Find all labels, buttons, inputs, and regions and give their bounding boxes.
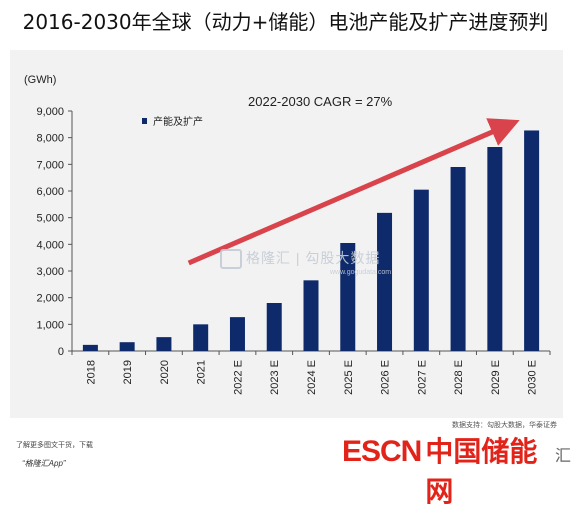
bar-chart: (GWh) 0 1,000 2,000 3,000 4,000 5,000 6,000 7,00… — [24, 74, 551, 395]
y-tick-label: 7,000 — [36, 159, 64, 171]
cagr-annotation: 2022-2030 CAGR = 27% — [248, 94, 393, 109]
page-title: 2016-2030年全球（动力+储能）电池产能及扩产进度预判 — [22, 10, 549, 34]
x-tick-label: 2030 E — [527, 360, 539, 395]
bar — [524, 130, 540, 351]
y-tick-label: 4,000 — [36, 239, 64, 251]
bar — [377, 212, 393, 351]
y-tick-label: 8,000 — [36, 133, 64, 145]
legend-swatch — [142, 118, 147, 124]
legend-label: 产能及扩产 — [153, 115, 203, 128]
bar — [413, 189, 429, 351]
bar — [193, 324, 209, 351]
source-note: 数据支持：勾股大数据，华泰证券 — [452, 422, 557, 429]
brand-tail: 汇 — [554, 448, 571, 465]
x-tick-label: 2022 E — [232, 360, 244, 395]
x-tick-label: 2020 — [159, 360, 171, 384]
watermark-logo-icon — [220, 249, 242, 270]
x-tick-label: 2019 — [122, 360, 134, 384]
footer-app-name: “格隆汇App” — [22, 459, 66, 468]
brand-english: ESCN — [342, 435, 422, 468]
y-tick-label: 9,000 — [36, 106, 64, 118]
x-tick-label: 2025 E — [343, 360, 355, 395]
x-tick-label: 2028 E — [453, 360, 465, 395]
x-tick-label: 2018 — [85, 360, 97, 384]
bar — [266, 303, 282, 351]
y-tick-label: 1,000 — [36, 319, 64, 331]
y-tick-label: 5,000 — [36, 213, 64, 225]
footer-download-text: 了解更多图文干货，下载 — [16, 442, 93, 449]
x-tick-label: 2024 E — [306, 360, 318, 395]
bar — [119, 342, 135, 351]
chart-panel: (GWh) 0 1,000 2,000 3,000 4,000 5,000 6,000 7,00… — [10, 50, 563, 418]
bar — [229, 317, 245, 351]
x-tick-label: 2027 E — [416, 360, 428, 395]
bar — [82, 344, 98, 351]
y-tick-label: 0 — [58, 346, 64, 358]
watermark-subtext: www.gogudata.com — [330, 269, 392, 277]
bar — [487, 147, 503, 351]
y-unit-label: (GWh) — [24, 74, 56, 86]
brand-logo: ESCN 中国储能网 汇 — [342, 430, 571, 508]
x-tick-label: 2023 E — [269, 360, 281, 395]
y-tick-label: 6,000 — [36, 186, 64, 198]
bar — [156, 337, 172, 351]
x-tick-label: 2029 E — [490, 360, 502, 395]
bar — [303, 280, 319, 351]
bar — [450, 167, 466, 351]
y-tick-label: 2,000 — [36, 293, 64, 305]
x-tick-label: 2021 — [196, 360, 208, 384]
x-tick-label: 2026 E — [380, 360, 392, 395]
bar — [340, 243, 356, 351]
watermark-text: 格隆汇 | 勾股大数据 — [246, 250, 381, 266]
watermark: 格隆汇 | 勾股大数据 www.gogudata.com — [220, 248, 391, 276]
trend-arrow — [187, 118, 520, 266]
brand-chinese: 中国储能网 — [425, 435, 538, 508]
y-tick-label: 3,000 — [36, 266, 64, 278]
